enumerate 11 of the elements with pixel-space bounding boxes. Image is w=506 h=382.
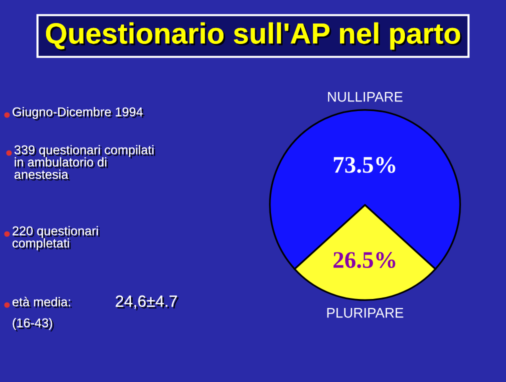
slice-label: NULLIPARE: [328, 92, 402, 102]
chart-title: Questionario sull'AP nel parto: [46, 22, 462, 52]
text: Giugno-Dicembre 1994: [12, 107, 144, 120]
text: 339 questionari compilati in ambulatorio di anestesia: [14, 145, 156, 181]
data-label: 73.5%: [334, 156, 396, 173]
text: 220 questionari completati: [12, 226, 100, 252]
slice-label: PLURIPARE: [327, 308, 404, 318]
data-label: 26.5%: [334, 252, 396, 268]
text: età media:: [12, 296, 72, 308]
text: (16-43): [12, 318, 54, 332]
text: 24,6±4.7: [116, 295, 179, 310]
